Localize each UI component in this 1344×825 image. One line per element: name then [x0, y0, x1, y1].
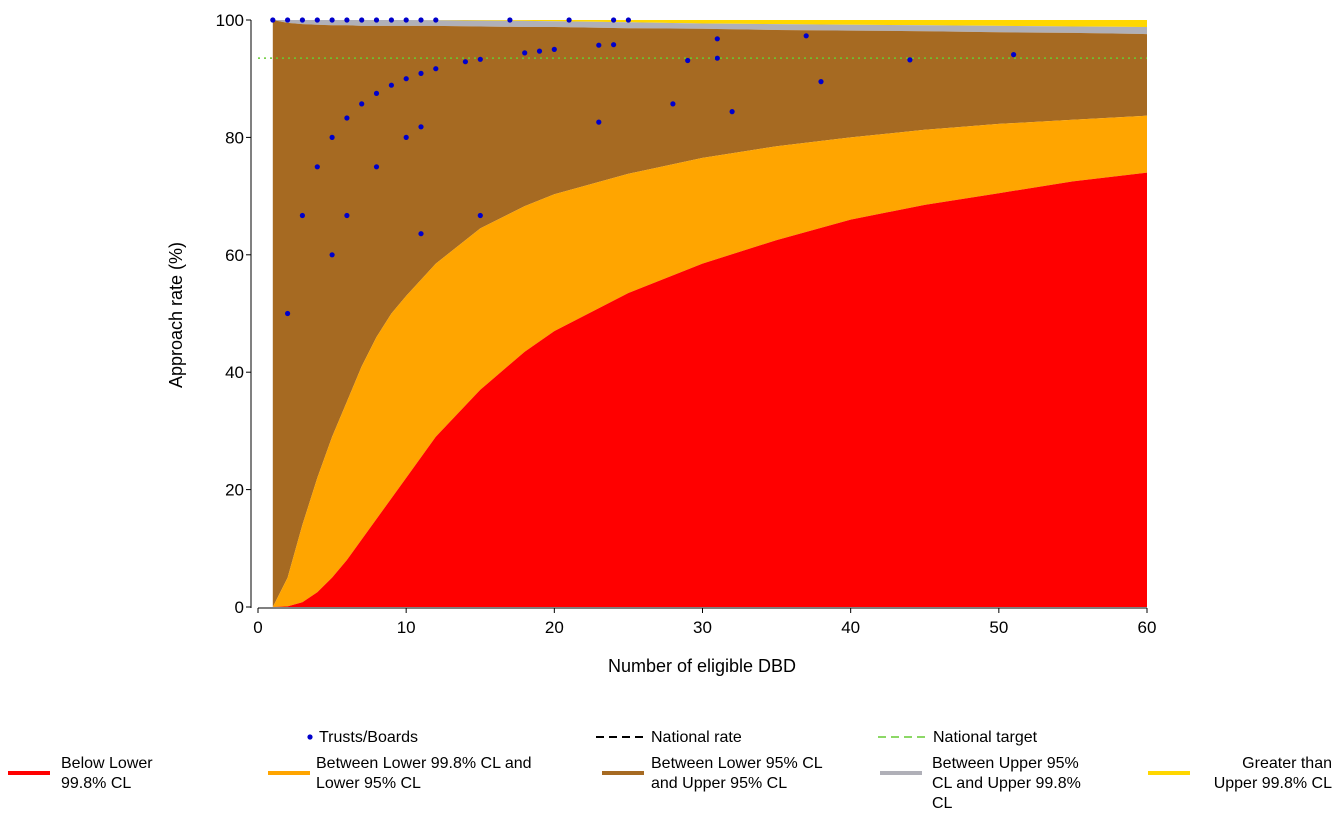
y-tick-label: 20 [225, 481, 244, 500]
trust-point [729, 109, 735, 115]
trust-point [403, 17, 409, 23]
band-lower-95-upper-95 [272, 20, 1147, 607]
trust-point [299, 212, 305, 219]
legend-label-greater-upper-998: Greater than Upper 99.8% CL [1214, 755, 1332, 792]
legend-national-rate-label: National rate [651, 729, 742, 746]
trust-point [329, 252, 335, 258]
trust-point [477, 212, 483, 219]
y-tick-label: 40 [225, 363, 244, 382]
band-lower-998-lower-95 [272, 115, 1147, 607]
trust-point [403, 134, 409, 140]
legend-label-between-lower-95-upper-95: Between Lower 95% CL and Upper 95% CL [651, 755, 823, 792]
trust-point [285, 310, 291, 317]
trust-point [566, 17, 572, 23]
trust-point [596, 119, 602, 125]
trust-point [714, 55, 720, 61]
trust-point [522, 50, 528, 56]
band-greater-upper-998 [272, 20, 1147, 27]
axes: 0 10 20 30 40 50 60 0 20 40 60 80 100 [216, 11, 1157, 637]
trust-point [685, 57, 691, 64]
trust-point [433, 17, 439, 23]
trust-point [270, 17, 276, 23]
trust-point [611, 42, 617, 48]
trust-point [344, 212, 350, 219]
trust-point [803, 33, 809, 39]
trust-point [418, 17, 424, 23]
trust-point [418, 70, 424, 76]
trust-point [373, 164, 380, 170]
trust-point [551, 46, 557, 53]
y-tick-label: 0 [235, 598, 244, 617]
legend: Trusts/Boards National rate National targe… [8, 729, 1332, 812]
trust-point [418, 124, 424, 130]
trust-point [611, 17, 617, 23]
trust-point [477, 56, 483, 62]
x-axis-title: Number of eligible DBD [608, 656, 796, 676]
x-tick-label: 50 [989, 618, 1008, 637]
trust-point [359, 101, 365, 107]
trust-point [373, 90, 380, 96]
trust-point [670, 101, 676, 107]
trust-point [359, 17, 365, 23]
trust-point [388, 82, 394, 88]
trust-point [329, 17, 335, 23]
x-tick-label: 30 [693, 618, 712, 637]
x-tick-label: 40 [841, 618, 860, 637]
trust-point [818, 79, 824, 85]
trust-point [536, 48, 543, 54]
trust-point [388, 17, 394, 23]
trust-point [1011, 52, 1017, 58]
legend-national-target-label: National target [933, 729, 1038, 746]
legend-label-below-lower-998: Below Lower 99.8% CL [61, 755, 153, 792]
legend-points-marker [307, 734, 313, 740]
trust-point [314, 17, 320, 23]
y-tick-label: 80 [225, 128, 244, 147]
trust-point [433, 66, 439, 72]
trust-point [285, 17, 291, 23]
trust-point [329, 134, 335, 140]
trust-point [344, 17, 350, 23]
band-below-lower-998 [272, 172, 1147, 607]
x-tick-label: 20 [545, 618, 564, 637]
y-axis-title: Approach rate (%) [166, 242, 186, 388]
trust-point [418, 231, 424, 237]
legend-label-between-lower-998-lower-95: Between Lower 99.8% CL and Lower 95% CL [316, 755, 532, 792]
trust-point [344, 115, 350, 121]
trust-point [907, 57, 913, 63]
x-tick-label: 0 [253, 618, 262, 637]
y-tick-label: 60 [225, 246, 244, 265]
legend-label-between-upper-95-upper-998: Between Upper 95% CL and Upper 99.8% CL [932, 755, 1081, 812]
trust-point [403, 76, 409, 82]
confidence-bands [272, 20, 1147, 607]
y-tick-label: 100 [216, 11, 244, 30]
x-tick-label: 10 [397, 618, 416, 637]
trust-point [507, 17, 513, 23]
x-tick-label: 60 [1138, 618, 1157, 637]
band-upper-95-upper-998 [272, 20, 1147, 35]
legend-points-label: Trusts/Boards [319, 729, 418, 746]
trust-point [314, 164, 320, 170]
trust-point [299, 17, 305, 23]
trust-point [625, 17, 632, 23]
trust-point [596, 42, 602, 48]
trust-point [462, 59, 468, 65]
trust-point [373, 17, 380, 23]
trust-points [270, 17, 1017, 317]
trust-point [714, 36, 720, 42]
